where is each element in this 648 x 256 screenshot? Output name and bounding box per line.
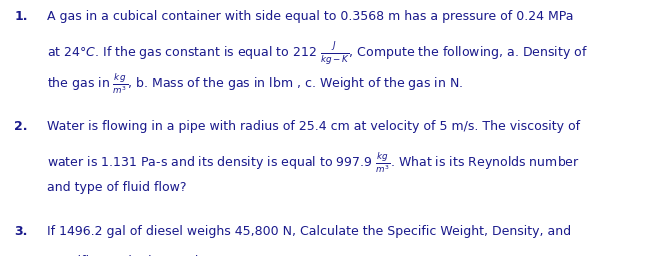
Text: at 24°$\mathit{C}$. If the gas constant is equal to 212 $\frac{\mathit{J}}{\math: at 24°$\mathit{C}$. If the gas constant … <box>47 40 588 67</box>
Text: A gas in a cubical container with side equal to 0.3568 m has a pressure of 0.24 : A gas in a cubical container with side e… <box>47 10 573 23</box>
Text: 1.: 1. <box>14 10 28 23</box>
Text: water is 1.131 Pa-s and its density is equal to 997.9 $\frac{\mathit{kg}}{\mathi: water is 1.131 Pa-s and its density is e… <box>47 151 579 175</box>
Text: Specific gravity in SI units.: Specific gravity in SI units. <box>47 255 213 256</box>
Text: 2.: 2. <box>14 120 28 133</box>
Text: the gas in $\frac{\mathit{kg}}{\mathit{m^3}}$, b. Mass of the gas in lbm , c. We: the gas in $\frac{\mathit{kg}}{\mathit{m… <box>47 71 463 95</box>
Text: and type of fluid flow?: and type of fluid flow? <box>47 181 186 194</box>
Text: Water is flowing in a pipe with radius of 25.4 cm at velocity of 5 m/s. The visc: Water is flowing in a pipe with radius o… <box>47 120 580 133</box>
Text: 3.: 3. <box>14 225 28 238</box>
Text: If 1496.2 gal of diesel weighs 45,800 N, Calculate the Specific Weight, Density,: If 1496.2 gal of diesel weighs 45,800 N,… <box>47 225 571 238</box>
